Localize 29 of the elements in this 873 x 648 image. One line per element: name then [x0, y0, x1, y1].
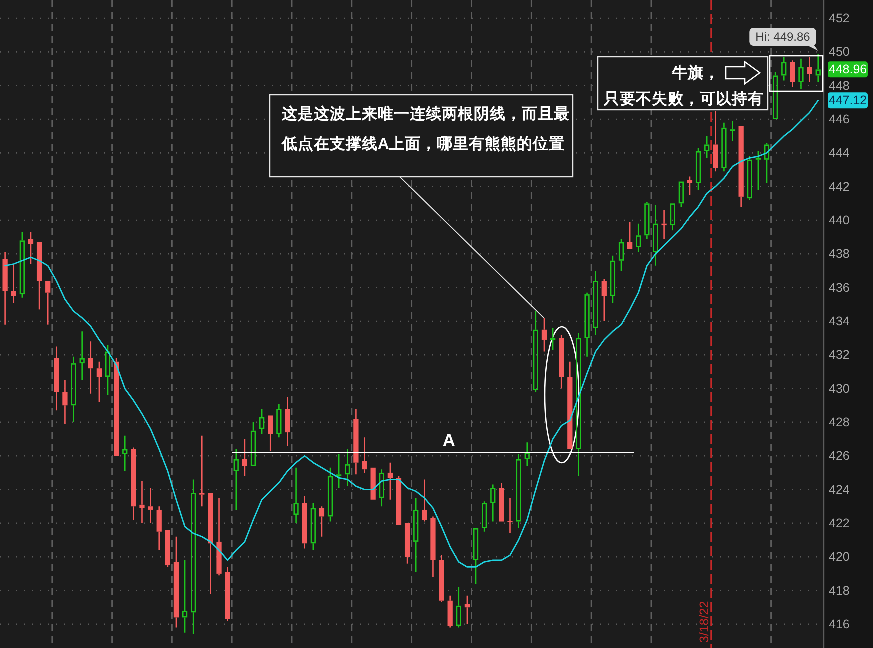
- ref-line-label: A: [442, 430, 456, 450]
- annotation: Hi: 449.86: [756, 30, 811, 44]
- callout: Hi: 449.86: [750, 28, 818, 52]
- x-tick-labels: 3/18/22: [698, 601, 712, 643]
- y-tick-label: 438: [829, 247, 850, 262]
- y-tick-label: 446: [829, 112, 850, 126]
- data-label: 447.12: [828, 94, 868, 108]
- y-tick-label: 440: [829, 213, 850, 228]
- y-tick-label: 448: [829, 78, 850, 93]
- annotation: 牛旗，只要不失败，可以持有: [603, 64, 764, 108]
- y-tick-label: 420: [829, 550, 850, 564]
- y-tick-label: 436: [829, 280, 850, 295]
- y-tick-label: 442: [829, 180, 850, 194]
- y-tick-label: 450: [829, 45, 850, 60]
- y-tick-label: 434: [829, 314, 850, 328]
- y-tick-label: 426: [829, 449, 850, 464]
- y-tick-label: 428: [829, 415, 850, 430]
- y-tick-label: 416: [829, 617, 850, 632]
- y-tick-label: 418: [829, 584, 850, 598]
- y-tick-label: 430: [829, 382, 850, 396]
- y-tick-label: 452: [829, 12, 850, 26]
- annotation: 这是这波上来唯一连续两根阴线，而且最低点在支撑线A上面，哪里有熊熊的位置: [281, 105, 570, 153]
- note-box: 这是这波上来唯一连续两根阴线，而且最低点在支撑线A上面，哪里有熊熊的位置: [269, 94, 574, 178]
- note-box: 牛旗，只要不失败，可以持有: [597, 56, 769, 111]
- y-tick-label: 432: [829, 348, 850, 362]
- y-tick-label: 444: [829, 146, 850, 160]
- y-tick-label: 422: [829, 516, 850, 530]
- ref-lines-y: A: [232, 430, 634, 454]
- y-tick-label: 424: [829, 482, 850, 497]
